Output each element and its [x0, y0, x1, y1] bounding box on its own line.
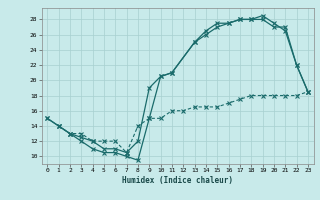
X-axis label: Humidex (Indice chaleur): Humidex (Indice chaleur) — [122, 176, 233, 185]
